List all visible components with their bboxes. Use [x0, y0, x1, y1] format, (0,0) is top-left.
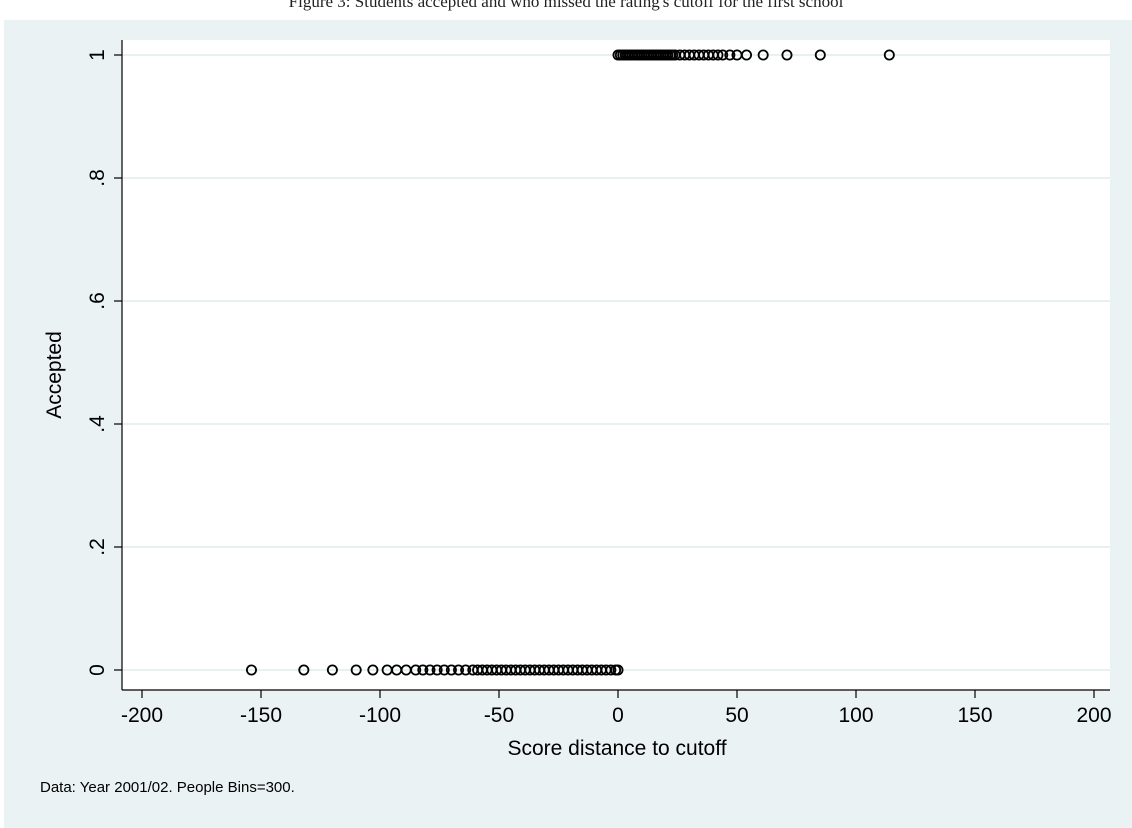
data-point — [814, 49, 826, 61]
x-tick-label: 150 — [957, 704, 992, 727]
x-tick-label: -50 — [484, 704, 514, 727]
data-point — [417, 664, 429, 676]
data-point — [460, 664, 472, 676]
y-tick-label: .4 — [86, 415, 109, 433]
data-point — [350, 664, 362, 676]
data-point — [781, 49, 793, 61]
y-axis-title: Accepted — [43, 331, 66, 419]
data-point — [605, 664, 617, 676]
y-tick-label: .8 — [86, 169, 109, 187]
y-tick-label: .6 — [86, 292, 109, 310]
data-point — [883, 49, 895, 61]
data-point — [712, 49, 724, 61]
data-point — [757, 49, 769, 61]
data-point — [424, 664, 436, 676]
plot-background — [122, 40, 1110, 690]
y-tick-label: 0 — [86, 664, 109, 676]
data-point — [245, 664, 257, 676]
data-point — [367, 664, 379, 676]
y-tick-label: 1 — [86, 49, 109, 61]
x-tick-label: -150 — [240, 704, 282, 727]
x-tick-label: -100 — [359, 704, 401, 727]
data-point — [717, 49, 729, 61]
data-point — [612, 664, 624, 676]
data-point — [741, 49, 753, 61]
data-point — [445, 664, 457, 676]
x-tick-label: 0 — [612, 704, 624, 727]
figure-caption: Figure 3: Students accepted and who miss… — [288, 0, 844, 11]
data-point — [438, 664, 450, 676]
data-point — [453, 664, 465, 676]
x-axis-title: Score distance to cutoff — [507, 737, 726, 760]
x-tick-label: 50 — [725, 704, 748, 727]
y-ticks: 0 .2 .4 .6 .8 1 — [86, 49, 122, 676]
data-point — [410, 664, 422, 676]
data-point — [298, 664, 310, 676]
data-points — [245, 49, 895, 676]
chart-area: 0 .2 .4 .6 .8 1 -200 -150 -100 -50 0 50 100 150 200 S… — [4, 20, 1132, 828]
scatter-chart: 0 .2 .4 .6 .8 1 -200 -150 -100 -50 0 50 100 150 200 S… — [40, 40, 1112, 796]
data-point — [431, 664, 443, 676]
y-tick-label: .2 — [86, 538, 109, 556]
x-tick-label: -200 — [121, 704, 163, 727]
x-ticks: -200 -150 -100 -50 0 50 100 150 200 — [121, 690, 1112, 727]
x-tick-label: 100 — [838, 704, 873, 727]
x-tick-label: 200 — [1076, 704, 1111, 727]
data-note: Data: Year 2001/02. People Bins=300. — [40, 779, 295, 796]
data-point — [724, 49, 736, 61]
data-point — [326, 664, 338, 676]
